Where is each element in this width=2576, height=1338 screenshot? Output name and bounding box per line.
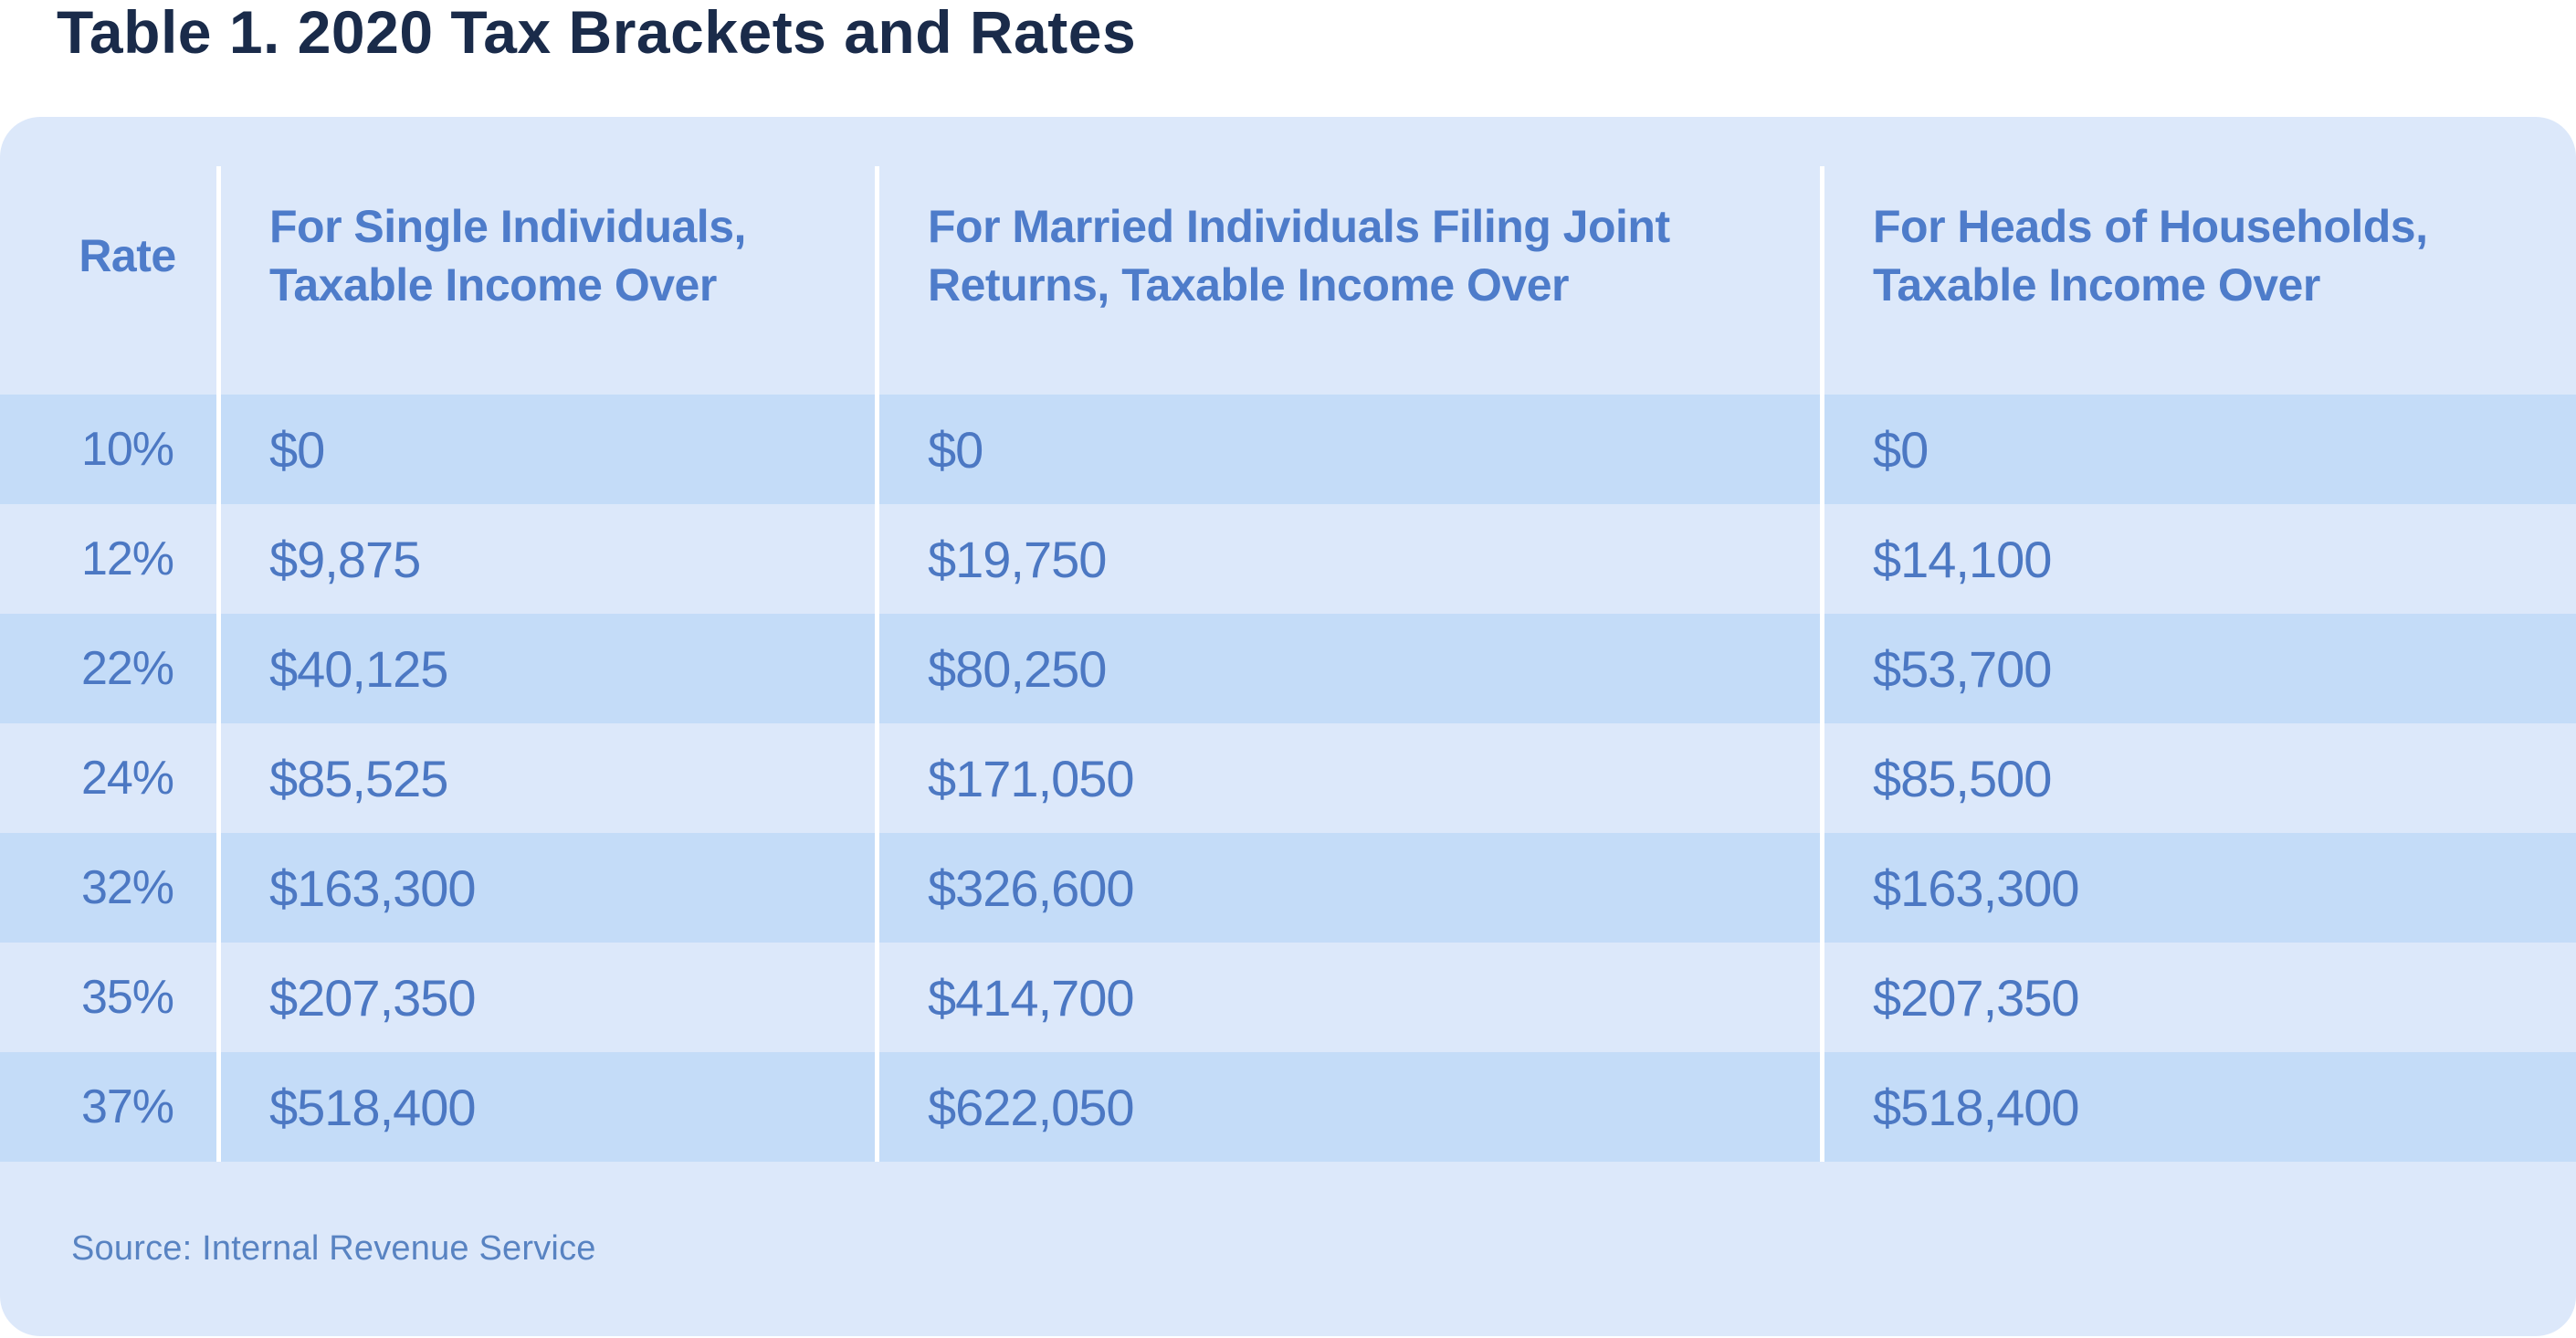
- value-cell: $85,525: [269, 749, 448, 807]
- value-cell: $0: [928, 420, 983, 479]
- table-row: 37% $518,400 $622,050 $518,400: [0, 1052, 2576, 1162]
- value-cell: $414,700: [928, 968, 1135, 1027]
- value-cell: $163,300: [269, 859, 477, 917]
- column-divider-3: [1820, 166, 1824, 1162]
- table-row: 32% $163,300 $326,600 $163,300: [0, 833, 2576, 943]
- table-footer: Source: Internal Revenue Service: [0, 1162, 2576, 1336]
- table-title: Table 1. 2020 Tax Brackets and Rates: [57, 0, 1137, 66]
- column-divider-1: [216, 166, 221, 1162]
- table-header-row: Rate For Single Individuals, Taxable Inc…: [0, 117, 2576, 395]
- value-cell: $19,750: [928, 530, 1107, 588]
- table-row: 10% $0 $0 $0: [0, 395, 2576, 504]
- value-cell: $85,500: [1873, 749, 2052, 807]
- rate-cell: 12%: [80, 532, 174, 585]
- value-cell: $518,400: [1873, 1078, 2080, 1136]
- table-row: 24% $85,525 $171,050 $85,500: [0, 723, 2576, 833]
- column-header-single: For Single Individuals, Taxable Income O…: [269, 201, 746, 311]
- rate-cell: 32%: [80, 861, 174, 914]
- table-row: 22% $40,125 $80,250 $53,700: [0, 614, 2576, 723]
- value-cell: $171,050: [928, 749, 1135, 807]
- rate-cell: 10%: [80, 423, 174, 476]
- value-cell: $0: [1873, 420, 1929, 479]
- rate-cell: 37%: [80, 1080, 174, 1133]
- value-cell: $326,600: [928, 859, 1135, 917]
- column-header-head-of-household: For Heads of Households, Taxable Income …: [1873, 201, 2428, 311]
- value-cell: $163,300: [1873, 859, 2080, 917]
- value-cell: $622,050: [928, 1078, 1135, 1136]
- value-cell: $518,400: [269, 1078, 477, 1136]
- source-note: Source: Internal Revenue Service: [71, 1229, 596, 1268]
- value-cell: $207,350: [269, 968, 477, 1027]
- column-divider-2: [875, 166, 879, 1162]
- table-row: 12% $9,875 $19,750 $14,100: [0, 504, 2576, 614]
- value-cell: $14,100: [1873, 530, 2052, 588]
- table-rows: 10% $0 $0 $0 12% $9,875 $19,750 $14,100 22% $40,1…: [0, 395, 2576, 1162]
- tax-table-card: Rate For Single Individuals, Taxable Inc…: [0, 117, 2576, 1336]
- value-cell: $207,350: [1873, 968, 2080, 1027]
- rate-cell: 22%: [80, 642, 174, 695]
- value-cell: $0: [269, 420, 325, 479]
- table-row: 35% $207,350 $414,700 $207,350: [0, 943, 2576, 1052]
- value-cell: $53,700: [1873, 639, 2052, 698]
- value-cell: $40,125: [269, 639, 448, 698]
- rate-cell: 35%: [80, 971, 174, 1024]
- value-cell: $9,875: [269, 530, 421, 588]
- column-header-married-joint: For Married Individuals Filing Joint Ret…: [928, 201, 1670, 311]
- column-header-rate: Rate: [79, 230, 176, 281]
- value-cell: $80,250: [928, 639, 1107, 698]
- rate-cell: 24%: [80, 752, 174, 805]
